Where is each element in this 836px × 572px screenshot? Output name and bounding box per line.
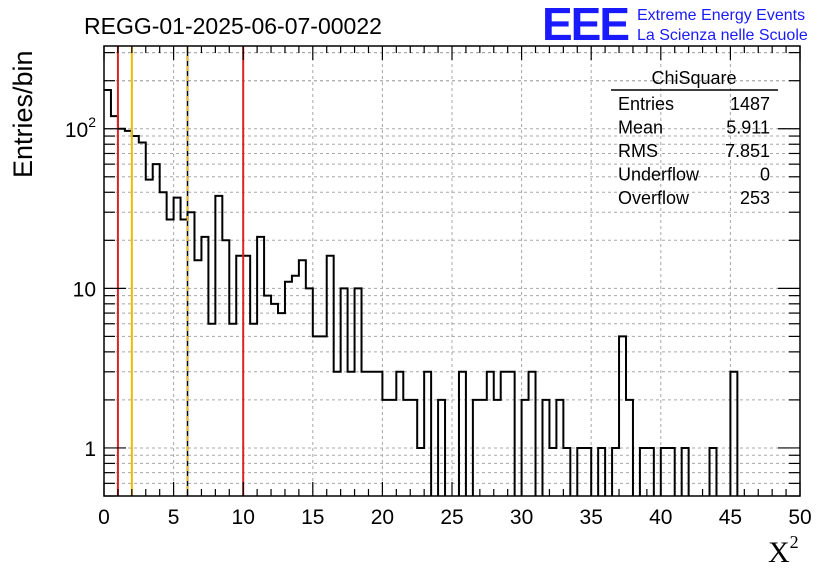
y-axis-title: Entries/bin xyxy=(8,50,38,178)
stat-value: 5.911 xyxy=(726,118,770,138)
stats-rows: Entries 1487 Mean 5.911 RMS 7.851 Underflow 0 Ov… xyxy=(618,94,770,208)
x-tick-label: 15 xyxy=(301,506,324,529)
brand-line-2: La Scienza nelle Scuole xyxy=(637,27,808,44)
stats-title: ChiSquare xyxy=(651,68,736,88)
y-tick-label-exponent: 2 xyxy=(88,114,96,130)
stat-value: 1487 xyxy=(730,94,770,114)
stat-label: Entries xyxy=(618,94,674,114)
y-tick-label: 10 xyxy=(73,278,96,301)
stat-value: 7.851 xyxy=(725,141,770,161)
stat-value: 0 xyxy=(760,165,770,185)
x-tick-label: 30 xyxy=(510,506,533,529)
x-tick-label: 35 xyxy=(580,506,603,529)
x-tick-labels: 0 5 10 15 20 25 30 35 40 45 50 xyxy=(98,506,812,529)
brand-block: EEE Extreme Energy Events La Scienza nel… xyxy=(542,0,808,50)
x-tick-label: 20 xyxy=(371,506,394,529)
eee-logo: EEE xyxy=(542,0,628,50)
brand-line-1: Extreme Energy Events xyxy=(637,7,805,24)
x-tick-label: 50 xyxy=(788,506,811,529)
histogram-bars xyxy=(104,88,739,496)
axis-ticks xyxy=(103,46,801,497)
stat-label: Underflow xyxy=(618,165,700,185)
x-tick-label: 40 xyxy=(649,506,672,529)
y-tick-label: 1 xyxy=(84,438,96,461)
stat-label: Overflow xyxy=(618,188,690,208)
stats-box: ChiSquare Entries 1487 Mean 5.911 RMS 7.851 Un… xyxy=(611,68,778,208)
x-axis-title-base: X xyxy=(768,536,790,569)
x-tick-label: 25 xyxy=(440,506,463,529)
y-tick-label-base: 10 xyxy=(65,119,88,142)
stat-label: Mean xyxy=(618,118,663,138)
x-tick-label: 10 xyxy=(232,506,255,529)
x-tick-label: 0 xyxy=(98,506,110,529)
y-tick-label: 102 xyxy=(65,114,96,142)
stat-value: 253 xyxy=(740,188,770,208)
x-tick-label: 5 xyxy=(168,506,180,529)
stat-label: RMS xyxy=(618,141,658,161)
chart-title: REGG-01-2025-06-07-00022 xyxy=(84,13,382,39)
x-axis-title-exponent: 2 xyxy=(790,532,799,552)
x-tick-label: 45 xyxy=(719,506,742,529)
x-axis-title: X2 xyxy=(768,532,799,569)
threshold-lines xyxy=(116,46,245,496)
histogram-outline xyxy=(104,88,739,496)
